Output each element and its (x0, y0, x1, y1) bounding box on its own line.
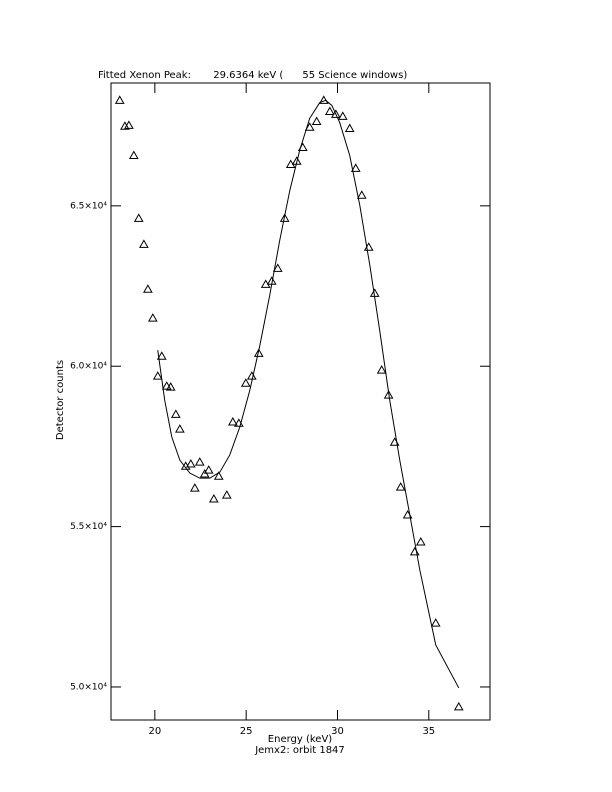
data-point (124, 120, 134, 129)
data-point (350, 163, 361, 172)
data-point (143, 284, 153, 293)
x-tick-label: 25 (240, 726, 253, 737)
data-point (194, 457, 205, 466)
data-point (453, 701, 464, 711)
data-point (189, 483, 200, 492)
x-axis-label: Energy (keV) (268, 734, 333, 745)
data-point (415, 536, 426, 546)
data-point (170, 409, 181, 418)
data-point (185, 459, 196, 468)
y-tick-label: 6.0×10⁴ (70, 362, 107, 372)
data-point (383, 390, 394, 399)
data-point (344, 123, 355, 133)
data-point (430, 618, 441, 627)
data-point (128, 150, 139, 159)
data-point (213, 471, 224, 480)
data-point (356, 190, 367, 199)
y-axis-label: Detector counts (55, 360, 66, 440)
plot-frame (110, 82, 491, 721)
data-point (376, 365, 387, 374)
data-point (395, 482, 406, 491)
data-point (156, 351, 167, 360)
data-point (174, 424, 185, 433)
data-point (304, 122, 315, 131)
data-point (147, 313, 158, 322)
data-point (324, 106, 335, 116)
data-point (279, 213, 290, 222)
data-point (240, 378, 251, 387)
data-point (337, 111, 348, 120)
data-point (253, 348, 264, 357)
data-point (114, 95, 125, 104)
y-tick-label: 5.5×10⁴ (70, 522, 107, 532)
x-tick-label: 20 (148, 726, 161, 737)
y-tick-label: 5.0×10⁴ (70, 682, 107, 692)
data-point (133, 213, 144, 222)
fit-line (157, 99, 460, 689)
chart-title: Fitted Xenon Peak: 29.6364 keV ( 55 Scie… (98, 70, 407, 81)
data-point (208, 493, 219, 503)
data-point (330, 109, 341, 118)
data-point (227, 417, 238, 426)
x-tick-label: 35 (422, 726, 435, 737)
data-point (221, 490, 232, 499)
data-point (311, 116, 322, 125)
data-point (139, 239, 149, 248)
subtitle: Jemx2: orbit 1847 (254, 745, 345, 756)
data-point (165, 382, 176, 391)
data-point (272, 263, 283, 272)
data-point (152, 371, 163, 380)
data-point (203, 465, 214, 474)
x-tick-label: 30 (331, 726, 344, 737)
y-tick-label: 6.5×10⁴ (70, 201, 107, 211)
